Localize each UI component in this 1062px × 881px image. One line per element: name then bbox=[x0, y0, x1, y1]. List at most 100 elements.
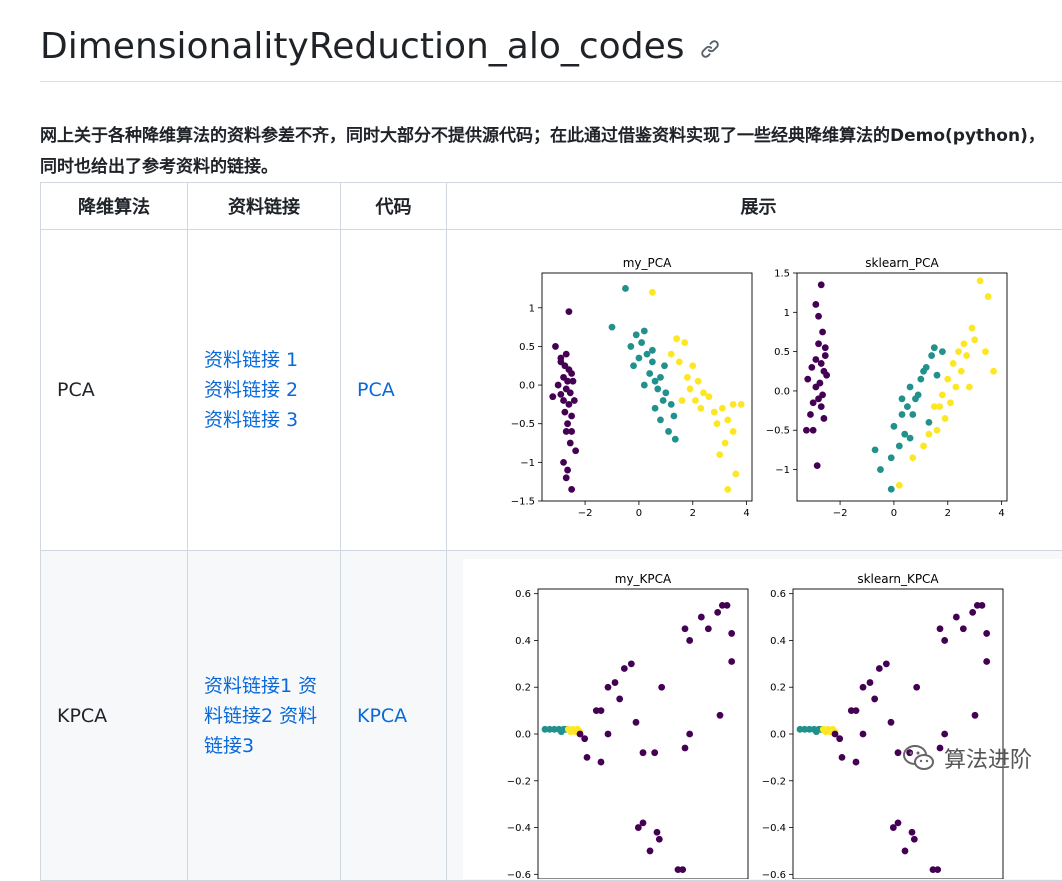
data-point bbox=[966, 384, 973, 391]
page-heading: DimensionalityReduction_alo_codes bbox=[40, 22, 1062, 82]
page-title: DimensionalityReduction_alo_codes bbox=[40, 22, 684, 72]
data-point bbox=[907, 384, 914, 391]
data-point bbox=[872, 446, 879, 453]
data-point bbox=[652, 405, 659, 412]
reference-link-2[interactable]: 资料链接 2 bbox=[204, 375, 324, 405]
data-point bbox=[960, 625, 967, 632]
y-tick-label: −1.5 bbox=[511, 497, 535, 508]
reference-links: 资料链接 1 资料链接 2 资料链接 3 bbox=[188, 230, 341, 551]
y-tick-label: −0.2 bbox=[507, 776, 531, 787]
reference-link-3[interactable]: 资料链接 3 bbox=[204, 405, 324, 435]
data-point bbox=[804, 376, 811, 383]
y-tick-label: −1 bbox=[775, 465, 790, 476]
data-point bbox=[649, 358, 656, 365]
link-anchor-icon[interactable] bbox=[700, 39, 720, 63]
data-point bbox=[810, 399, 817, 406]
data-point bbox=[568, 428, 575, 435]
data-point bbox=[657, 374, 664, 381]
data-point bbox=[810, 427, 817, 434]
data-point bbox=[555, 382, 562, 389]
data-point bbox=[609, 324, 616, 331]
data-point bbox=[641, 328, 648, 335]
x-tick-label: 0 bbox=[636, 508, 642, 519]
data-point bbox=[815, 313, 822, 320]
data-point bbox=[714, 420, 721, 427]
data-point bbox=[941, 731, 948, 738]
data-point bbox=[571, 397, 578, 404]
data-point bbox=[926, 431, 933, 438]
data-point bbox=[682, 625, 689, 632]
data-point bbox=[692, 397, 699, 404]
y-tick-label: −0.4 bbox=[762, 823, 786, 834]
algo-name: PCA bbox=[41, 230, 188, 551]
data-point bbox=[917, 376, 924, 383]
data-point bbox=[672, 436, 679, 443]
data-point bbox=[654, 386, 661, 393]
data-point bbox=[934, 427, 941, 434]
code-link[interactable]: PCA bbox=[357, 379, 395, 401]
data-point bbox=[568, 486, 575, 493]
data-point bbox=[836, 735, 843, 742]
data-point bbox=[671, 413, 678, 420]
x-tick-label: −2 bbox=[578, 508, 593, 519]
intro-text: 网上关于各种降维算法的资料参差不齐，同时大部分不提供源代码；在此通过借鉴资料实现… bbox=[40, 121, 1050, 183]
y-tick-label: 1 bbox=[784, 308, 790, 319]
header-code: 代码 bbox=[341, 183, 447, 230]
data-point bbox=[803, 427, 810, 434]
data-point bbox=[622, 285, 629, 292]
data-point bbox=[821, 415, 828, 422]
data-point bbox=[656, 836, 663, 843]
reference-link-1[interactable]: 资料链接1 bbox=[204, 675, 292, 697]
x-tick-label: 0 bbox=[891, 508, 897, 519]
y-tick-label: −0.6 bbox=[762, 870, 786, 879]
data-point bbox=[705, 625, 712, 632]
data-point bbox=[888, 719, 895, 726]
data-point bbox=[896, 482, 903, 489]
header-show: 展示 bbox=[447, 183, 1062, 230]
reference-link-1[interactable]: 资料链接 1 bbox=[204, 345, 324, 375]
data-point bbox=[934, 372, 941, 379]
y-tick-label: −0.4 bbox=[507, 823, 531, 834]
table-row: KPCA 资料链接1 资料链接2 资料链接3 KPCA my_KPCA−0.6−… bbox=[41, 551, 1062, 881]
header-algo: 降维算法 bbox=[41, 183, 188, 230]
data-point bbox=[686, 637, 693, 644]
data-point bbox=[931, 344, 938, 351]
data-point bbox=[895, 819, 902, 826]
data-point bbox=[983, 630, 990, 637]
x-tick-label: 2 bbox=[945, 508, 951, 519]
data-point bbox=[564, 467, 571, 474]
data-point bbox=[647, 848, 654, 855]
data-point bbox=[818, 360, 825, 367]
y-tick-label: 0.6 bbox=[770, 589, 786, 600]
data-point bbox=[724, 486, 731, 493]
data-point bbox=[563, 351, 570, 358]
data-point bbox=[942, 415, 949, 422]
data-point bbox=[920, 443, 927, 450]
data-point bbox=[937, 625, 944, 632]
y-tick-label: 0.2 bbox=[770, 683, 786, 694]
data-point bbox=[649, 289, 656, 296]
data-point bbox=[570, 378, 577, 385]
data-point bbox=[732, 471, 739, 478]
data-point bbox=[687, 386, 694, 393]
data-point bbox=[724, 602, 731, 609]
data-point bbox=[605, 684, 612, 691]
data-point bbox=[891, 423, 898, 430]
data-point bbox=[646, 370, 653, 377]
data-point bbox=[920, 368, 927, 375]
data-point bbox=[719, 405, 726, 412]
data-point bbox=[668, 351, 675, 358]
data-point bbox=[939, 348, 946, 355]
y-tick-label: −0.5 bbox=[511, 419, 535, 430]
data-point bbox=[684, 374, 691, 381]
data-point bbox=[630, 362, 637, 369]
code-link[interactable]: KPCA bbox=[357, 705, 407, 727]
algo-name: KPCA bbox=[41, 551, 188, 881]
x-tick-label: 4 bbox=[743, 508, 749, 519]
y-tick-label: −0.6 bbox=[507, 870, 531, 879]
data-point bbox=[568, 413, 575, 420]
data-point bbox=[738, 401, 745, 408]
x-tick-label: 4 bbox=[998, 508, 1004, 519]
x-tick-label: −2 bbox=[833, 508, 848, 519]
